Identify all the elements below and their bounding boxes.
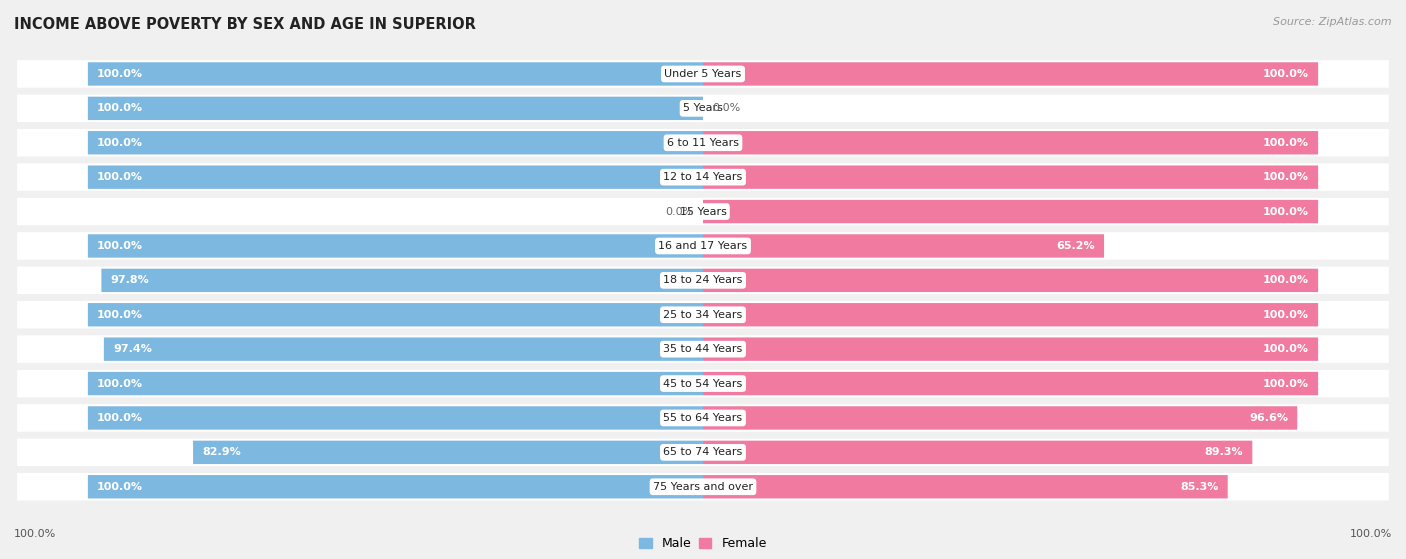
Text: 100.0%: 100.0%	[97, 138, 143, 148]
Text: 75 Years and over: 75 Years and over	[652, 482, 754, 492]
FancyBboxPatch shape	[703, 338, 1319, 361]
FancyBboxPatch shape	[17, 198, 1389, 225]
FancyBboxPatch shape	[87, 234, 703, 258]
FancyBboxPatch shape	[87, 303, 703, 326]
Text: 100.0%: 100.0%	[97, 69, 143, 79]
FancyBboxPatch shape	[703, 406, 1298, 430]
Text: 6 to 11 Years: 6 to 11 Years	[666, 138, 740, 148]
FancyBboxPatch shape	[101, 269, 703, 292]
Text: 100.0%: 100.0%	[1263, 378, 1309, 389]
Text: 65.2%: 65.2%	[1056, 241, 1095, 251]
FancyBboxPatch shape	[87, 406, 703, 430]
FancyBboxPatch shape	[104, 338, 703, 361]
Text: 100.0%: 100.0%	[97, 482, 143, 492]
FancyBboxPatch shape	[17, 94, 1389, 122]
FancyBboxPatch shape	[17, 439, 1389, 466]
FancyBboxPatch shape	[87, 62, 703, 86]
Text: 97.4%: 97.4%	[112, 344, 152, 354]
Text: 45 to 54 Years: 45 to 54 Years	[664, 378, 742, 389]
Text: 82.9%: 82.9%	[202, 447, 240, 457]
Text: 15 Years: 15 Years	[679, 207, 727, 216]
Text: 100.0%: 100.0%	[1350, 529, 1392, 539]
FancyBboxPatch shape	[703, 165, 1319, 189]
FancyBboxPatch shape	[17, 232, 1389, 260]
FancyBboxPatch shape	[703, 200, 1319, 223]
Text: 25 to 34 Years: 25 to 34 Years	[664, 310, 742, 320]
Text: 96.6%: 96.6%	[1249, 413, 1288, 423]
Text: 100.0%: 100.0%	[14, 529, 56, 539]
Text: 18 to 24 Years: 18 to 24 Years	[664, 276, 742, 285]
Text: INCOME ABOVE POVERTY BY SEX AND AGE IN SUPERIOR: INCOME ABOVE POVERTY BY SEX AND AGE IN S…	[14, 17, 477, 32]
Text: 35 to 44 Years: 35 to 44 Years	[664, 344, 742, 354]
Text: 100.0%: 100.0%	[1263, 172, 1309, 182]
Text: 100.0%: 100.0%	[97, 310, 143, 320]
Text: 55 to 64 Years: 55 to 64 Years	[664, 413, 742, 423]
FancyBboxPatch shape	[703, 234, 1104, 258]
Text: 0.0%: 0.0%	[665, 207, 693, 216]
Text: 100.0%: 100.0%	[1263, 207, 1309, 216]
FancyBboxPatch shape	[703, 372, 1319, 395]
Text: 100.0%: 100.0%	[1263, 276, 1309, 285]
Text: 65 to 74 Years: 65 to 74 Years	[664, 447, 742, 457]
FancyBboxPatch shape	[17, 404, 1389, 432]
FancyBboxPatch shape	[703, 131, 1319, 154]
FancyBboxPatch shape	[87, 165, 703, 189]
Text: Under 5 Years: Under 5 Years	[665, 69, 741, 79]
FancyBboxPatch shape	[17, 60, 1389, 88]
FancyBboxPatch shape	[703, 303, 1319, 326]
Text: 97.8%: 97.8%	[111, 276, 149, 285]
Text: 5 Years: 5 Years	[683, 103, 723, 113]
FancyBboxPatch shape	[17, 163, 1389, 191]
Text: 100.0%: 100.0%	[1263, 69, 1309, 79]
Legend: Male, Female: Male, Female	[640, 537, 766, 550]
Text: 100.0%: 100.0%	[1263, 344, 1309, 354]
FancyBboxPatch shape	[17, 301, 1389, 329]
Text: 16 and 17 Years: 16 and 17 Years	[658, 241, 748, 251]
FancyBboxPatch shape	[703, 475, 1227, 499]
FancyBboxPatch shape	[193, 440, 703, 464]
Text: 0.0%: 0.0%	[713, 103, 741, 113]
FancyBboxPatch shape	[17, 335, 1389, 363]
Text: 85.3%: 85.3%	[1180, 482, 1219, 492]
Text: 100.0%: 100.0%	[1263, 310, 1309, 320]
Text: Source: ZipAtlas.com: Source: ZipAtlas.com	[1274, 17, 1392, 27]
Text: 100.0%: 100.0%	[97, 103, 143, 113]
Text: 100.0%: 100.0%	[1263, 138, 1309, 148]
Text: 100.0%: 100.0%	[97, 413, 143, 423]
FancyBboxPatch shape	[17, 129, 1389, 157]
FancyBboxPatch shape	[703, 62, 1319, 86]
Text: 100.0%: 100.0%	[97, 241, 143, 251]
Text: 12 to 14 Years: 12 to 14 Years	[664, 172, 742, 182]
FancyBboxPatch shape	[703, 269, 1319, 292]
FancyBboxPatch shape	[87, 475, 703, 499]
FancyBboxPatch shape	[87, 97, 703, 120]
FancyBboxPatch shape	[87, 372, 703, 395]
Text: 100.0%: 100.0%	[97, 378, 143, 389]
Text: 100.0%: 100.0%	[97, 172, 143, 182]
FancyBboxPatch shape	[17, 267, 1389, 294]
FancyBboxPatch shape	[703, 440, 1253, 464]
FancyBboxPatch shape	[87, 131, 703, 154]
FancyBboxPatch shape	[17, 473, 1389, 500]
FancyBboxPatch shape	[17, 370, 1389, 397]
Text: 89.3%: 89.3%	[1205, 447, 1243, 457]
